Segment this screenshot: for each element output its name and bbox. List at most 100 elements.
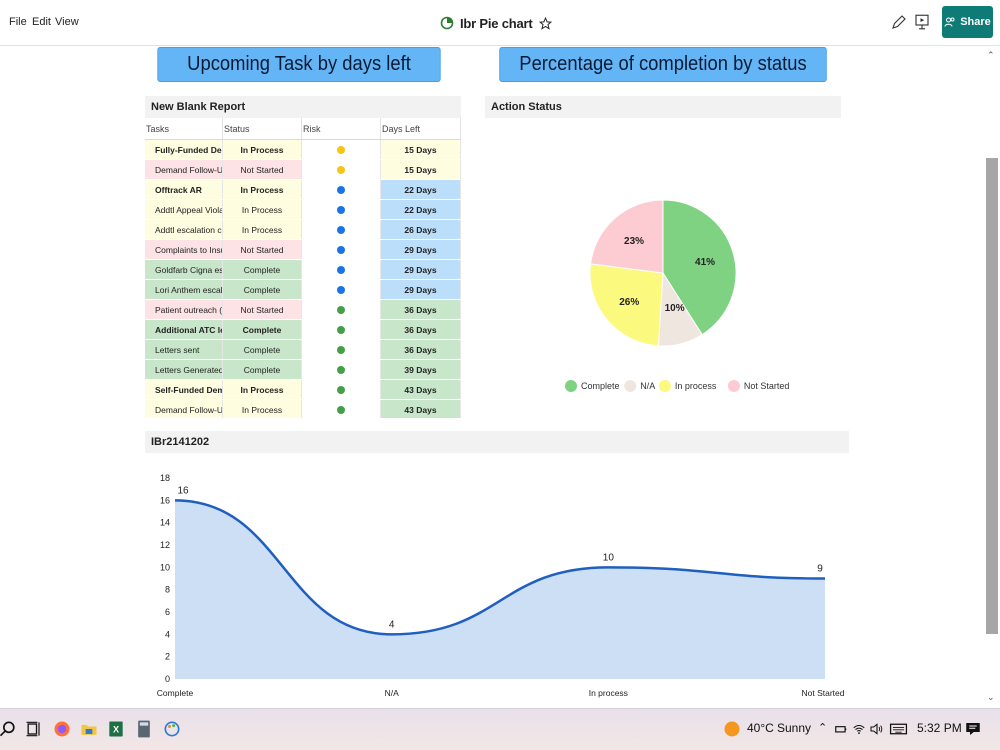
table-row[interactable]: Complaints to InsurerNot Started 29 Days xyxy=(145,240,461,260)
days-left-cell[interactable]: 15 Days xyxy=(381,160,461,179)
table-row[interactable]: Additional ATC letterComplete 36 Days xyxy=(145,320,461,340)
status-cell[interactable]: Not Started xyxy=(223,300,302,319)
status-cell[interactable]: In Process xyxy=(223,200,302,219)
scroll-down-icon[interactable]: ⌄ xyxy=(987,692,995,702)
risk-cell[interactable] xyxy=(302,300,381,319)
table-row[interactable]: Fully-Funded DemaIn Process 15 Days xyxy=(145,140,461,160)
table-row[interactable]: Offtrack AR In Process 22 Days xyxy=(145,180,461,200)
search-icon[interactable] xyxy=(0,718,18,740)
risk-cell[interactable] xyxy=(302,320,381,339)
notification-icon[interactable] xyxy=(964,718,982,740)
status-cell[interactable]: Complete xyxy=(223,360,302,379)
risk-cell[interactable] xyxy=(302,340,381,359)
days-left-cell[interactable]: 22 Days xyxy=(381,180,461,199)
risk-cell[interactable] xyxy=(302,380,381,399)
header-tasks[interactable]: Tasks xyxy=(145,118,223,139)
risk-cell[interactable] xyxy=(302,280,381,299)
days-left-cell[interactable]: 43 Days xyxy=(381,380,461,399)
calculator-icon[interactable] xyxy=(134,718,154,740)
status-cell[interactable]: Complete xyxy=(223,340,302,359)
table-row[interactable]: Demand Follow-Up (cNot Started 15 Days xyxy=(145,160,461,180)
task-cell[interactable]: Self-Funded Deman xyxy=(145,380,223,399)
days-left-cell[interactable]: 22 Days xyxy=(381,200,461,219)
header-days-left[interactable]: Days Left xyxy=(381,118,461,139)
days-left-cell[interactable]: 36 Days xyxy=(381,320,461,339)
table-row[interactable]: Demand Follow-Up (cIn Process 43 Days xyxy=(145,400,461,418)
risk-cell[interactable] xyxy=(302,160,381,179)
table-row[interactable]: Self-Funded DemanIn Process 43 Days xyxy=(145,380,461,400)
edit-pencil-icon[interactable] xyxy=(890,13,908,31)
table-row[interactable]: Patient outreach (bothNot Started 36 Days xyxy=(145,300,461,320)
status-cell[interactable]: Not Started xyxy=(223,240,302,259)
keyboard-icon[interactable] xyxy=(889,718,908,740)
menu-file[interactable]: File xyxy=(9,16,27,28)
sun-weather-icon[interactable] xyxy=(722,718,742,740)
chevron-up-icon[interactable]: ⌃ xyxy=(818,722,828,734)
risk-cell[interactable] xyxy=(302,260,381,279)
days-left-cell[interactable]: 29 Days xyxy=(381,240,461,259)
days-left-cell[interactable]: 36 Days xyxy=(381,340,461,359)
risk-cell[interactable] xyxy=(302,140,381,159)
task-cell[interactable]: Goldfarb Cigna escal xyxy=(145,260,223,279)
task-cell[interactable]: Patient outreach (both xyxy=(145,300,223,319)
status-cell[interactable]: In Process xyxy=(223,180,302,199)
task-cell[interactable]: Addtl escalation conta xyxy=(145,220,223,239)
task-cell[interactable]: Demand Follow-Up (c xyxy=(145,400,223,418)
task-cell[interactable]: Additional ATC letter xyxy=(145,320,223,339)
task-cell[interactable]: Demand Follow-Up (c xyxy=(145,160,223,179)
scrollbar-thumb[interactable] xyxy=(986,158,998,634)
table-row[interactable]: Lori Anthem escalatioComplete 29 Days xyxy=(145,280,461,300)
menu-edit[interactable]: Edit xyxy=(32,16,51,28)
task-cell[interactable]: Lori Anthem escalatio xyxy=(145,280,223,299)
series-line[interactable] xyxy=(174,499,826,636)
table-row[interactable]: Letters Generated Complete 39 Days xyxy=(145,360,461,380)
status-cell[interactable]: In Process xyxy=(223,220,302,239)
status-cell[interactable]: Complete xyxy=(223,280,302,299)
days-left-cell[interactable]: 29 Days xyxy=(381,260,461,279)
clock-time[interactable]: 5:32 PM xyxy=(917,721,962,735)
status-cell[interactable]: In Process xyxy=(223,140,302,159)
pie-slice-in-process[interactable] xyxy=(589,263,664,347)
status-cell[interactable]: In Process xyxy=(223,400,302,418)
wifi-icon[interactable] xyxy=(852,718,866,740)
days-left-cell[interactable]: 39 Days xyxy=(381,360,461,379)
risk-cell[interactable] xyxy=(302,220,381,239)
risk-cell[interactable] xyxy=(302,180,381,199)
task-cell[interactable]: Offtrack AR xyxy=(145,180,223,199)
scroll-up-icon[interactable]: ⌃ xyxy=(987,50,995,60)
battery-icon[interactable] xyxy=(834,718,848,740)
task-view-icon[interactable] xyxy=(24,718,44,740)
days-left-cell[interactable]: 36 Days xyxy=(381,300,461,319)
status-cell[interactable]: Complete xyxy=(223,320,302,339)
star-icon[interactable] xyxy=(538,16,552,30)
pie-slice-not-started[interactable] xyxy=(590,199,664,274)
legend-label[interactable]: In process xyxy=(675,381,717,391)
risk-cell[interactable] xyxy=(302,360,381,379)
share-button[interactable]: Share xyxy=(942,6,993,38)
legend-label[interactable]: N/A xyxy=(640,381,655,391)
paint-icon[interactable] xyxy=(162,718,182,740)
legend-label[interactable]: Not Started xyxy=(744,381,790,391)
table-row[interactable]: Addtl Appeal ViolationIn Process 22 Days xyxy=(145,200,461,220)
status-cell[interactable]: Not Started xyxy=(223,160,302,179)
header-status[interactable]: Status xyxy=(223,118,302,139)
task-cell[interactable]: Addtl Appeal Violation xyxy=(145,200,223,219)
risk-cell[interactable] xyxy=(302,200,381,219)
file-explorer-icon[interactable] xyxy=(79,718,99,740)
days-left-cell[interactable]: 26 Days xyxy=(381,220,461,239)
status-cell[interactable]: In Process xyxy=(223,380,302,399)
menu-view[interactable]: View xyxy=(55,16,79,28)
days-left-cell[interactable]: 15 Days xyxy=(381,140,461,159)
speaker-icon[interactable] xyxy=(869,718,885,740)
legend-label[interactable]: Complete xyxy=(581,381,620,391)
header-risk[interactable]: Risk xyxy=(302,118,381,139)
risk-cell[interactable] xyxy=(302,240,381,259)
status-cell[interactable]: Complete xyxy=(223,260,302,279)
excel-icon[interactable]: X xyxy=(106,718,126,740)
task-cell[interactable]: Letters sent xyxy=(145,340,223,359)
task-cell[interactable]: Letters Generated xyxy=(145,360,223,379)
table-row[interactable]: Addtl escalation contaIn Process 26 Days xyxy=(145,220,461,240)
task-cell[interactable]: Complaints to Insurer xyxy=(145,240,223,259)
task-cell[interactable]: Fully-Funded Dema xyxy=(145,140,223,159)
